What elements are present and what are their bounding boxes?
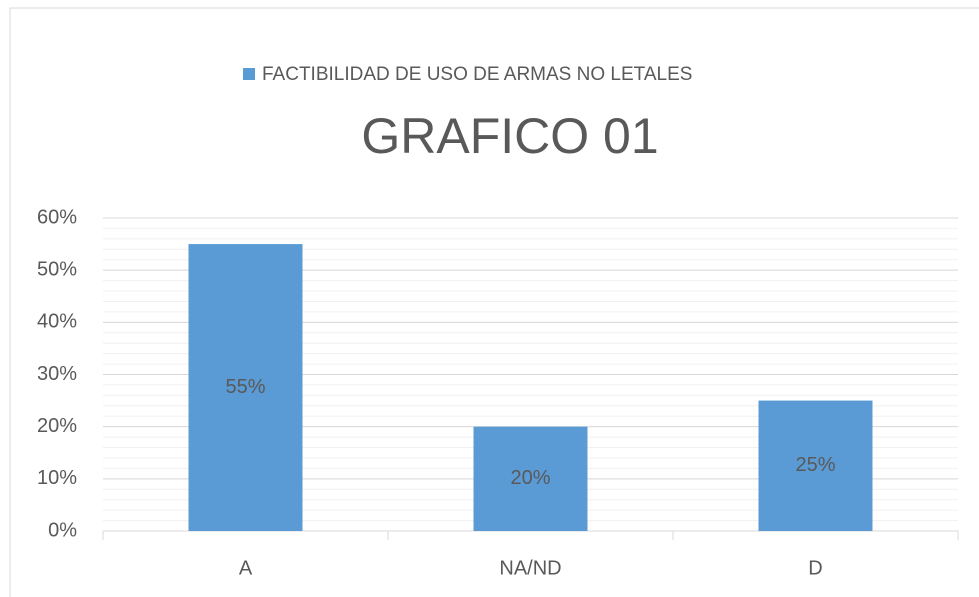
y-tick-label: 20% <box>37 415 77 437</box>
legend-swatch <box>243 68 255 80</box>
data-label: 20% <box>510 467 550 489</box>
x-tick-label: NA/ND <box>499 557 561 579</box>
bar <box>188 244 303 532</box>
data-label: 25% <box>795 454 835 476</box>
x-tick-label: A <box>239 557 253 579</box>
y-tick-label: 0% <box>48 519 77 541</box>
y-tick-label: 30% <box>37 363 77 385</box>
chart-title: GRAFICO 01 <box>361 108 658 164</box>
x-tick-label: D <box>808 557 822 579</box>
y-tick-label: 10% <box>37 467 77 489</box>
data-label: 55% <box>225 376 265 398</box>
legend-label: FACTIBILIDAD DE USO DE ARMAS NO LETALES <box>262 64 692 85</box>
y-tick-label: 60% <box>37 206 77 228</box>
bar <box>473 426 588 531</box>
y-tick-label: 50% <box>37 258 77 280</box>
bar <box>758 400 873 531</box>
y-tick-label: 40% <box>37 311 77 333</box>
